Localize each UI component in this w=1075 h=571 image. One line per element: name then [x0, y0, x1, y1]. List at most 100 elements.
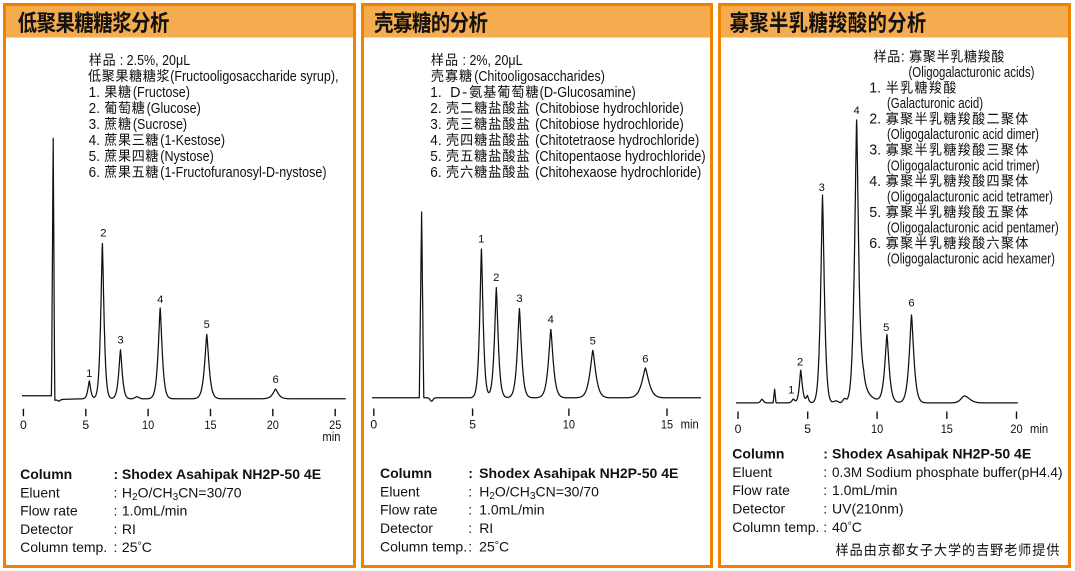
- svg-text:5.: 5.: [89, 149, 100, 165]
- svg-text:Column temp.: Column temp.: [732, 519, 819, 535]
- svg-text:1.: 1.: [869, 81, 881, 97]
- svg-text:(Chitopentaose hydrochloride): (Chitopentaose hydrochloride): [535, 149, 706, 165]
- svg-text:Eluent: Eluent: [20, 484, 60, 500]
- svg-text:Shodex Asahipak NH2P-50 4E: Shodex Asahipak NH2P-50 4E: [122, 466, 321, 482]
- svg-text:(D-Glucosamine): (D-Glucosamine): [540, 85, 636, 101]
- svg-text:2: 2: [100, 228, 106, 240]
- svg-text:(Sucrose): (Sucrose): [133, 117, 187, 133]
- svg-text:Column temp.: Column temp.: [380, 538, 467, 554]
- svg-text:(Oligogalacturonic acids): (Oligogalacturonic acids): [909, 65, 1035, 81]
- svg-text:(Oligogalacturonic acid pentam: (Oligogalacturonic acid pentamer): [887, 220, 1059, 236]
- svg-text:2: 2: [489, 491, 495, 502]
- svg-text:(Galacturonic acid): (Galacturonic acid): [887, 96, 983, 112]
- svg-text:4: 4: [548, 314, 554, 326]
- svg-text:3: 3: [516, 293, 522, 305]
- svg-text:1: 1: [86, 368, 92, 380]
- svg-text:0: 0: [735, 422, 742, 436]
- svg-text::: :: [823, 446, 828, 462]
- svg-text:(Oligogalacturonic acid hexame: (Oligogalacturonic acid hexamer): [887, 252, 1055, 268]
- svg-text:2.: 2.: [869, 112, 881, 128]
- svg-text:25: 25: [122, 539, 138, 555]
- svg-text:Eluent: Eluent: [380, 483, 420, 499]
- svg-text:C: C: [142, 539, 152, 555]
- svg-text::: :: [114, 539, 118, 555]
- svg-text:6.: 6.: [869, 236, 881, 252]
- svg-text:(1-Kestose): (1-Kestose): [160, 133, 225, 149]
- svg-text:15: 15: [941, 422, 953, 436]
- svg-text:5: 5: [204, 319, 210, 331]
- svg-text:3.: 3.: [430, 117, 441, 133]
- svg-text:(Oligogalacturonic acid dimer): (Oligogalacturonic acid dimer): [887, 127, 1039, 143]
- svg-text:3.: 3.: [89, 117, 100, 133]
- svg-text:Column temp.: Column temp.: [20, 539, 107, 555]
- svg-text:1.0mL/min: 1.0mL/min: [122, 503, 187, 519]
- svg-text::: :: [468, 465, 473, 481]
- svg-text::: :: [114, 484, 118, 500]
- svg-text:(Chitooligosaccharides): (Chitooligosaccharides): [474, 69, 605, 85]
- svg-text:25: 25: [479, 538, 495, 554]
- svg-text:25: 25: [329, 418, 341, 432]
- svg-text:5.: 5.: [430, 149, 441, 165]
- svg-text:CN=30/70: CN=30/70: [536, 483, 600, 499]
- svg-text:(Nystose): (Nystose): [160, 149, 214, 165]
- svg-text:Flow rate: Flow rate: [380, 502, 438, 518]
- svg-text:5: 5: [804, 422, 811, 436]
- svg-text:: 2.5%, 20μL: : 2.5%, 20μL: [120, 53, 191, 69]
- svg-text:2: 2: [132, 492, 138, 503]
- svg-text:RI: RI: [479, 520, 493, 536]
- svg-text:CN=30/70: CN=30/70: [178, 484, 242, 500]
- svg-text::: :: [468, 502, 472, 518]
- svg-text:1.: 1.: [89, 85, 100, 101]
- svg-text:10: 10: [563, 418, 575, 432]
- svg-text:2.: 2.: [89, 101, 100, 117]
- svg-text:UV(210nm): UV(210nm): [832, 501, 904, 517]
- svg-text::: :: [823, 501, 827, 517]
- svg-text::: :: [823, 482, 827, 498]
- svg-text:4.: 4.: [869, 174, 881, 190]
- svg-text:(Chitohexaose hydrochloride): (Chitohexaose hydrochloride): [535, 165, 701, 181]
- svg-text:1: 1: [478, 234, 484, 246]
- svg-text:°: °: [495, 539, 499, 551]
- svg-text:4: 4: [853, 105, 859, 117]
- svg-text:Eluent: Eluent: [732, 464, 772, 480]
- svg-text:40: 40: [832, 519, 848, 535]
- svg-text:3: 3: [530, 491, 536, 502]
- svg-text:Detector: Detector: [20, 521, 73, 537]
- svg-text:6.: 6.: [430, 165, 441, 181]
- svg-text:C: C: [852, 519, 862, 535]
- svg-text::: :: [823, 464, 827, 480]
- svg-text::: :: [468, 520, 472, 536]
- svg-text:Flow rate: Flow rate: [732, 482, 790, 498]
- svg-text:°: °: [138, 540, 142, 552]
- svg-text:H: H: [479, 483, 489, 499]
- svg-text:O/CH: O/CH: [138, 484, 173, 500]
- svg-text:min: min: [1030, 422, 1048, 436]
- svg-text:1.0mL/min: 1.0mL/min: [479, 502, 544, 518]
- svg-text:2: 2: [797, 357, 803, 369]
- svg-text:5: 5: [82, 418, 89, 432]
- svg-text::: :: [114, 466, 119, 482]
- svg-text:20: 20: [267, 418, 279, 432]
- svg-text:2.: 2.: [430, 101, 441, 117]
- svg-text:Detector: Detector: [732, 501, 785, 517]
- svg-text:Flow rate: Flow rate: [20, 503, 78, 519]
- svg-text:(Chitotetraose hydrochloride): (Chitotetraose hydrochloride): [535, 133, 699, 149]
- svg-text:5: 5: [590, 336, 596, 348]
- svg-text::: :: [468, 538, 472, 554]
- svg-text:min: min: [681, 418, 699, 432]
- svg-text:Column: Column: [380, 465, 432, 481]
- svg-text:20: 20: [1010, 422, 1022, 436]
- svg-text:15: 15: [661, 418, 673, 432]
- svg-text:0: 0: [20, 418, 27, 432]
- svg-text:Shodex Asahipak NH2P-50 4E: Shodex Asahipak NH2P-50 4E: [479, 465, 678, 481]
- svg-text:: 2%, 20μL: : 2%, 20μL: [463, 53, 523, 69]
- svg-text:6: 6: [272, 374, 278, 386]
- svg-text:Shodex Asahipak NH2P-50 4E: Shodex Asahipak NH2P-50 4E: [832, 446, 1031, 462]
- svg-text:3: 3: [117, 335, 123, 347]
- svg-text:1: 1: [788, 385, 794, 397]
- svg-text:3: 3: [819, 182, 825, 194]
- svg-text:1.0mL/min: 1.0mL/min: [832, 482, 897, 498]
- svg-text:Detector: Detector: [380, 520, 433, 536]
- svg-text:(1-Fructofuranosyl-D-nystose): (1-Fructofuranosyl-D-nystose): [160, 165, 326, 181]
- svg-text:H: H: [122, 484, 132, 500]
